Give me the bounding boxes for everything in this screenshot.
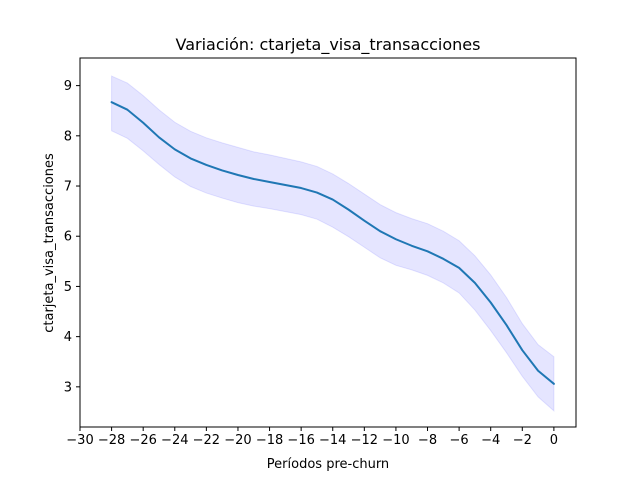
y-tick-label: 3	[64, 380, 72, 395]
series-line	[110, 101, 555, 385]
y-tick-label: 9	[64, 79, 72, 94]
x-tick-label: −18	[256, 433, 283, 448]
data-point	[237, 174, 239, 176]
y-tick-label: 6	[64, 230, 72, 245]
chart-title: Variación: ctarjeta_visa_transacciones	[176, 35, 481, 55]
series-line-layer	[110, 101, 555, 385]
data-point	[490, 301, 492, 303]
y-tick-label: 8	[64, 129, 72, 144]
data-point	[521, 349, 523, 351]
y-tick-label: 5	[64, 280, 72, 295]
data-point	[537, 370, 539, 372]
x-tick-label: −24	[161, 433, 188, 448]
x-axis-label: Períodos pre-churn	[267, 457, 389, 472]
ticks-layer: −30 −28 −26 −24 −22 −20 −18 −16 −14 −12 −10 −8 −6 −4−…	[64, 79, 558, 448]
data-point	[442, 258, 444, 260]
data-point	[348, 209, 350, 211]
data-point	[458, 267, 460, 269]
data-point	[395, 238, 397, 240]
x-tick-label: −12	[351, 433, 378, 448]
data-point	[190, 157, 192, 159]
x-tick-label: −22	[193, 433, 220, 448]
data-point	[126, 109, 128, 111]
x-tick-label: −30	[66, 433, 93, 448]
data-point	[553, 383, 555, 385]
x-tick-label: −14	[319, 433, 346, 448]
plot-frame	[79, 57, 577, 428]
x-tick-label: −6	[450, 433, 469, 448]
x-tick-label: −16	[287, 433, 314, 448]
y-tick-label: 7	[64, 180, 72, 195]
data-point	[221, 169, 223, 171]
data-point	[174, 148, 176, 150]
x-tick-label: −4	[481, 433, 500, 448]
data-point	[506, 324, 508, 326]
data-point	[111, 101, 113, 103]
x-tick-label: 0	[550, 433, 558, 448]
data-point	[474, 282, 476, 284]
x-tick-label: −26	[129, 433, 156, 448]
y-axis-label: ctarjeta_visa_transacciones	[42, 153, 57, 333]
data-point	[158, 136, 160, 138]
data-point	[284, 184, 286, 186]
data-point	[316, 192, 318, 194]
data-point	[269, 181, 271, 183]
confidence-band	[111, 75, 555, 413]
data-point	[142, 122, 144, 124]
y-tick-label: 4	[64, 330, 72, 345]
confidence-band-layer	[111, 75, 555, 413]
data-point	[332, 199, 334, 201]
x-tick-label: −28	[98, 433, 125, 448]
data-point	[411, 245, 413, 247]
x-tick-label: −10	[382, 433, 409, 448]
data-point	[379, 230, 381, 232]
axes-layer	[79, 57, 577, 428]
data-point	[427, 250, 429, 252]
data-point	[363, 220, 365, 222]
data-point	[253, 178, 255, 180]
x-tick-label: −2	[513, 433, 532, 448]
data-point	[205, 164, 207, 166]
x-tick-label: −20	[224, 433, 251, 448]
data-point	[300, 187, 302, 189]
x-tick-label: −8	[418, 433, 437, 448]
